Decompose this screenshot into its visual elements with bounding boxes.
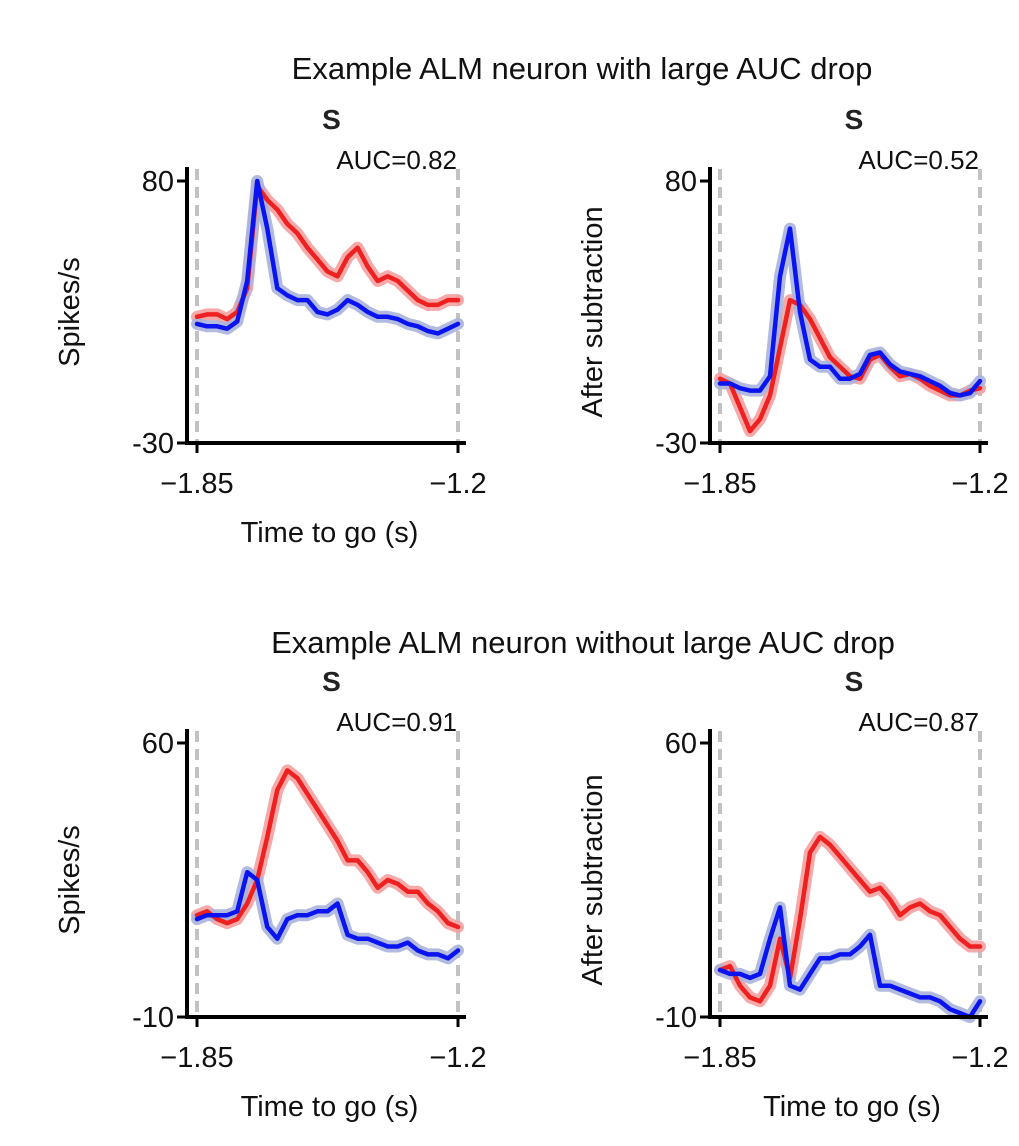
auc-annotation: AUC=0.82 <box>336 145 457 175</box>
auc-annotation: AUC=0.91 <box>336 707 457 737</box>
auc-annotation: AUC=0.87 <box>858 707 979 737</box>
x-tick-label: −1.85 <box>683 1042 756 1074</box>
panel-title: S <box>845 666 864 697</box>
x-axis-label: Time to go (s) <box>241 1091 419 1123</box>
y-tick-label: -10 <box>132 1002 174 1034</box>
y-axis-label: After subtraction <box>577 206 609 417</box>
auc-annotation: AUC=0.52 <box>858 145 979 175</box>
y-tick-label: -10 <box>655 1002 697 1034</box>
x-tick-label: −1.2 <box>951 468 1008 500</box>
series-band-blue <box>191 866 464 965</box>
x-tick-label: −1.85 <box>160 1042 233 1074</box>
x-tick-label: −1.2 <box>951 1042 1008 1074</box>
y-axis-label: Spikes/s <box>54 825 86 935</box>
x-tick-label: −1.85 <box>160 468 233 500</box>
y-axis-label: After subtraction <box>577 774 609 985</box>
y-tick-label: 60 <box>665 728 697 760</box>
series-line-blue <box>194 869 461 961</box>
x-tick-label: −1.85 <box>683 468 756 500</box>
x-axis-label: Time to go (s) <box>763 1091 941 1123</box>
series-line-red <box>717 834 983 1004</box>
chart-panel-3: 60 -10 −1.85 −1.2 S AUC=0.91 Time to go (s) Spi… <box>54 666 487 1123</box>
section-title-bottom: Example ALM neuron without large AUC dro… <box>271 625 895 660</box>
panels: 80 -30 −1.85 −1.2 S AUC=0.82 Time to go (s) Spi… <box>54 104 1009 1123</box>
y-tick-label: 80 <box>142 166 174 198</box>
series-band-red <box>714 294 986 438</box>
section-title-top: Example ALM neuron with large AUC drop <box>292 51 873 86</box>
series-line-blue <box>717 226 983 398</box>
panel-title: S <box>322 104 341 135</box>
panel-title: S <box>322 666 341 697</box>
y-axis-label: Spikes/s <box>54 257 86 367</box>
y-tick-label: 80 <box>665 166 697 198</box>
y-tick-label: -30 <box>655 428 697 460</box>
series-line-red <box>194 768 461 930</box>
y-tick-label: -30 <box>132 428 174 460</box>
series-line-blue <box>194 178 461 336</box>
panel-title: S <box>845 104 864 135</box>
y-tick-label: 60 <box>142 728 174 760</box>
chart-panel-1: 80 -30 −1.85 −1.2 S AUC=0.82 Time to go (s) Spi… <box>54 104 487 549</box>
x-tick-label: −1.2 <box>429 468 486 500</box>
chart-panel-2: 80 -30 −1.85 −1.2 S AUC=0.52 After subtraction <box>577 104 1009 500</box>
series-line-blue <box>717 905 983 1020</box>
x-tick-label: −1.2 <box>429 1042 486 1074</box>
x-axis-label: Time to go (s) <box>241 517 419 549</box>
chart-panel-4: 60 -10 −1.85 −1.2 S AUC=0.87 Time to go (s) Aft… <box>577 666 1009 1123</box>
